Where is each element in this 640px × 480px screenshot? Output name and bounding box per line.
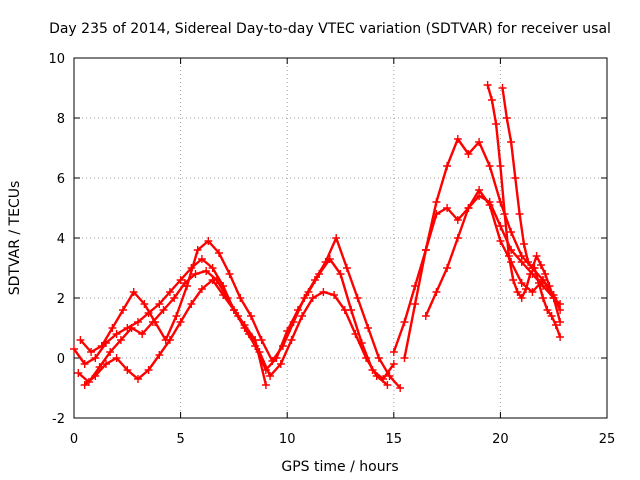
y-tick-label: -2 (52, 412, 65, 427)
series-sat-a (70, 255, 398, 383)
series-sat-i (498, 84, 565, 308)
x-tick-label: 0 (70, 432, 78, 447)
series-sat-d (80, 276, 270, 389)
x-tick-labels: 0 5 10 15 20 25 (70, 432, 615, 447)
y-tick-label: 4 (57, 232, 65, 247)
series-sat-h (483, 81, 565, 341)
chart-title: Day 235 of 2014, Sidereal Day-to-day VTE… (49, 21, 611, 37)
x-axis-label: GPS time / hours (281, 459, 398, 475)
x-tick-label: 5 (176, 432, 184, 447)
x-tick-label: 10 (279, 432, 296, 447)
x-tick-label: 15 (386, 432, 403, 447)
data-series (70, 81, 565, 392)
y-tick-label: 2 (57, 292, 65, 307)
y-axis-label: SDTVAR / TECUs (7, 181, 23, 296)
y-tick-label: 8 (57, 112, 65, 127)
x-tick-label: 20 (492, 432, 509, 447)
y-tick-labels: -2 0 2 4 6 8 10 (48, 52, 65, 427)
y-tick-label: 0 (57, 352, 65, 367)
y-tick-label: 10 (48, 52, 65, 67)
x-tick-label: 25 (599, 432, 616, 447)
y-tick-label: 6 (57, 172, 65, 187)
series-sat-f (400, 135, 565, 362)
